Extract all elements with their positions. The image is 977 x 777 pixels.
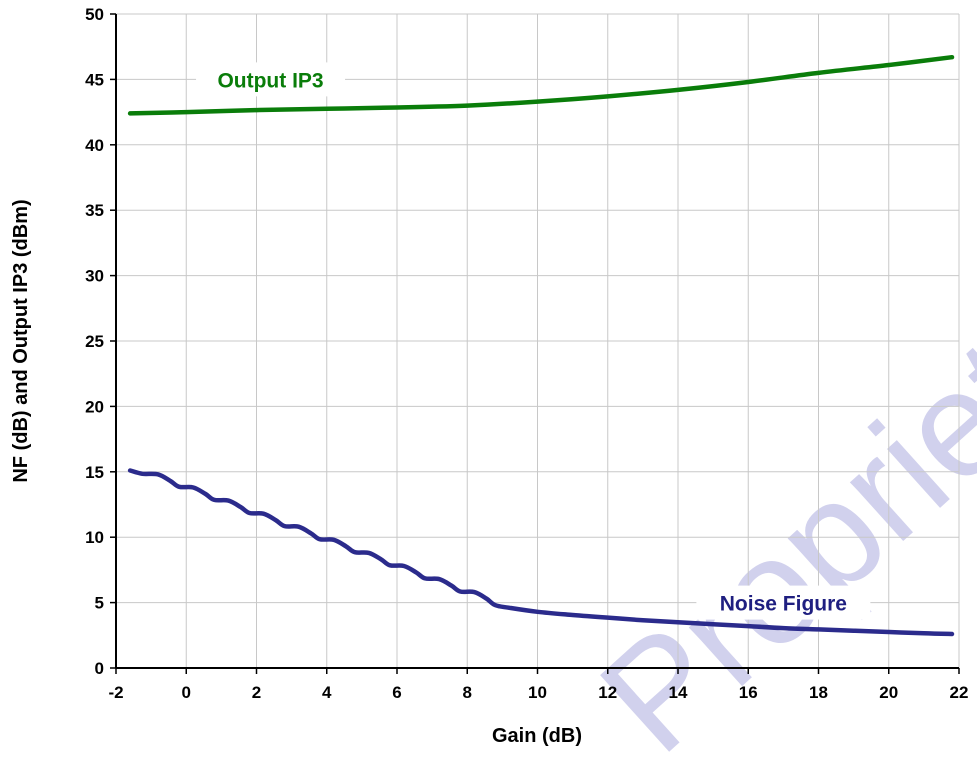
- y-tick-label: 30: [85, 267, 104, 286]
- x-tick-label: 10: [528, 683, 547, 702]
- x-tick-label: 16: [739, 683, 758, 702]
- x-axis-title: Gain (dB): [492, 725, 582, 747]
- x-tick-label: 2: [252, 683, 261, 702]
- series-label-background: [696, 585, 871, 620]
- x-tick-label: 8: [463, 683, 472, 702]
- y-tick-label: 35: [85, 201, 104, 220]
- series-labels: Output IP3 Noise Figure: [196, 62, 871, 620]
- x-tick-label: -2: [108, 683, 123, 702]
- y-tick-label: 10: [85, 528, 104, 547]
- x-tick-label: 12: [598, 683, 617, 702]
- y-tick-label: 0: [95, 659, 104, 678]
- axes: [110, 13, 960, 674]
- watermark-text: Proprietary: [569, 168, 977, 777]
- tick-labels: -2 0 2 4 6 8 10 12 14 16 18 20 220510152025303540455…: [85, 5, 968, 702]
- series: [127, 54, 955, 637]
- y-tick-label: 25: [85, 332, 104, 351]
- series-line-output-ip3: [127, 54, 955, 116]
- series-label-background: [196, 62, 346, 97]
- y-tick-label: 45: [85, 70, 104, 89]
- x-tick-label: 18: [809, 683, 828, 702]
- series-label: Output IP3: [217, 69, 323, 92]
- x-tick-label: 14: [669, 683, 688, 702]
- x-tick-label: 6: [392, 683, 401, 702]
- y-tick-label: 15: [85, 463, 104, 482]
- watermark: Proprietary: [569, 168, 977, 777]
- x-tick-label: 22: [950, 683, 969, 702]
- y-tick-label: 40: [85, 136, 104, 155]
- series-line-noise-figure: [127, 468, 955, 637]
- x-tick-label: 4: [322, 683, 332, 702]
- y-tick-label: 20: [85, 397, 104, 416]
- y-tick-label: 5: [95, 594, 104, 613]
- x-tick-label: 20: [879, 683, 898, 702]
- y-tick-label: 50: [85, 5, 104, 24]
- x-tick-label: 0: [182, 683, 191, 702]
- series-label: Noise Figure: [720, 593, 847, 616]
- y-axis-title: NF (dB) and Output IP3 (dBm): [10, 199, 32, 482]
